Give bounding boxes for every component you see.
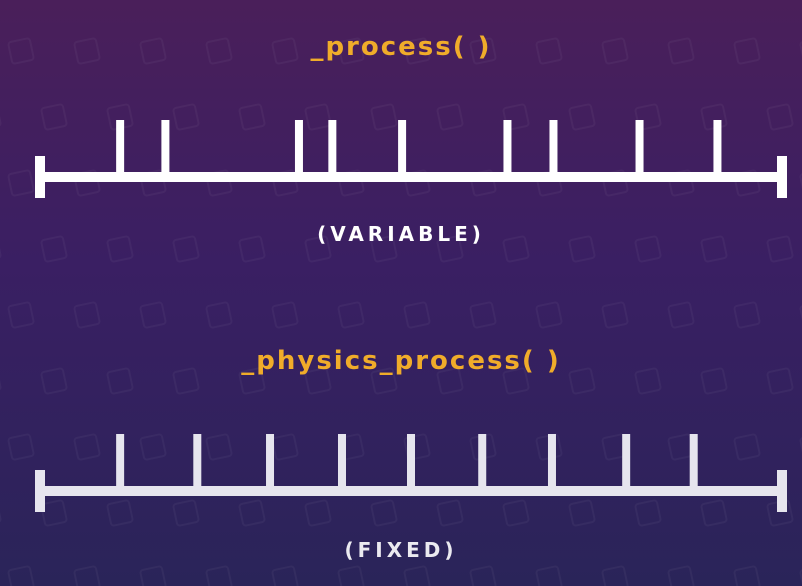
fixed-tick xyxy=(337,434,346,491)
fixed-tick xyxy=(266,434,275,491)
fixed-tick xyxy=(478,434,487,491)
variable-tick xyxy=(713,120,722,177)
variable-tick xyxy=(549,120,558,177)
variable-tick xyxy=(503,120,512,177)
fixed-caption: (FIXED) xyxy=(344,538,458,562)
variable-tick xyxy=(635,120,644,177)
fixed-start-cap xyxy=(35,470,45,512)
variable-title: _process( ) xyxy=(310,32,492,62)
variable-caption: (VARIABLE) xyxy=(317,222,485,246)
fixed-tick xyxy=(407,434,415,491)
fixed-tick xyxy=(622,434,631,491)
fixed-tick xyxy=(547,434,556,491)
fixed-end-cap xyxy=(777,470,787,512)
variable-tick xyxy=(328,120,337,177)
fixed-tick xyxy=(689,434,698,491)
variable-end-cap xyxy=(777,156,787,198)
fixed-title: _physics_process( ) xyxy=(241,346,561,376)
variable-baseline xyxy=(40,172,782,182)
variable-tick xyxy=(161,120,170,177)
variable-tick xyxy=(116,120,125,177)
variable-tick xyxy=(398,120,407,177)
variable-tick xyxy=(294,120,303,177)
fixed-tick xyxy=(116,434,125,491)
variable-start-cap xyxy=(35,156,45,198)
fixed-tick xyxy=(193,434,202,491)
